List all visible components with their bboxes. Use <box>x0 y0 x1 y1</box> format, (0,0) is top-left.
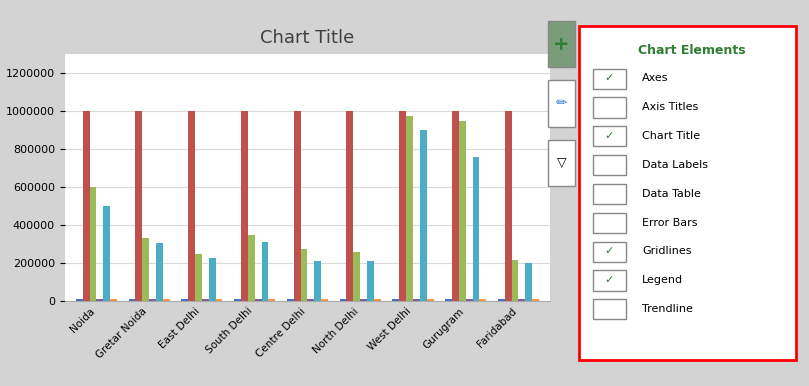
Bar <box>511 260 519 301</box>
Bar <box>241 111 248 301</box>
Bar <box>321 299 328 301</box>
Bar <box>202 299 209 301</box>
Bar <box>466 299 472 301</box>
FancyBboxPatch shape <box>592 126 626 146</box>
Bar <box>525 263 532 301</box>
Bar <box>346 111 354 301</box>
FancyBboxPatch shape <box>548 140 575 186</box>
Text: Data Labels: Data Labels <box>642 160 709 170</box>
Bar <box>269 299 275 301</box>
Bar <box>426 299 434 301</box>
Bar <box>76 299 83 301</box>
Bar <box>360 299 367 301</box>
Text: Legend: Legend <box>642 275 684 285</box>
Bar <box>505 111 511 301</box>
Bar <box>498 299 505 301</box>
Bar <box>261 242 269 301</box>
Bar <box>181 299 188 301</box>
Bar <box>307 299 314 301</box>
Bar <box>188 111 195 301</box>
Bar <box>287 299 294 301</box>
Bar <box>399 111 406 301</box>
Bar <box>480 299 486 301</box>
Bar <box>255 299 261 301</box>
Bar <box>519 299 525 301</box>
Bar <box>314 261 321 301</box>
Text: ✓: ✓ <box>605 131 614 141</box>
Bar <box>248 235 255 301</box>
Text: Data Table: Data Table <box>642 189 701 199</box>
Text: ✓: ✓ <box>605 275 614 285</box>
Bar <box>340 299 346 301</box>
FancyBboxPatch shape <box>592 242 626 262</box>
Text: ✏: ✏ <box>556 96 567 110</box>
Bar <box>392 299 399 301</box>
Bar <box>452 111 459 301</box>
Title: Chart Title: Chart Title <box>260 29 354 47</box>
Bar <box>163 299 170 301</box>
Text: ▽: ▽ <box>557 156 566 169</box>
Bar <box>129 299 135 301</box>
FancyBboxPatch shape <box>592 97 626 118</box>
Bar <box>374 299 381 301</box>
Bar <box>90 187 96 301</box>
FancyBboxPatch shape <box>592 184 626 204</box>
FancyBboxPatch shape <box>592 69 626 89</box>
FancyBboxPatch shape <box>579 26 796 360</box>
FancyBboxPatch shape <box>592 213 626 233</box>
Bar <box>459 120 466 301</box>
Text: Error Bars: Error Bars <box>642 218 698 227</box>
Bar <box>142 239 149 301</box>
Bar <box>216 299 222 301</box>
Text: Axes: Axes <box>642 73 669 83</box>
Bar <box>135 111 142 301</box>
Text: Trendline: Trendline <box>642 304 693 314</box>
Text: Gridlines: Gridlines <box>642 246 692 256</box>
Bar <box>104 206 110 301</box>
FancyBboxPatch shape <box>592 155 626 175</box>
Bar <box>367 261 374 301</box>
FancyBboxPatch shape <box>592 271 626 291</box>
Text: Chart Elements: Chart Elements <box>638 44 746 57</box>
Bar <box>110 299 117 301</box>
FancyBboxPatch shape <box>592 299 626 320</box>
Text: Chart Title: Chart Title <box>642 131 701 141</box>
Bar <box>195 254 202 301</box>
Text: ✓: ✓ <box>605 73 614 83</box>
Bar <box>149 299 156 301</box>
Text: +: + <box>553 35 570 54</box>
Bar <box>83 111 90 301</box>
Bar <box>354 252 360 301</box>
FancyBboxPatch shape <box>548 21 575 67</box>
Bar <box>301 249 307 301</box>
Bar <box>96 299 104 301</box>
FancyBboxPatch shape <box>548 80 575 127</box>
Bar <box>413 299 420 301</box>
Text: Axis Titles: Axis Titles <box>642 102 699 112</box>
Bar <box>156 243 163 301</box>
Bar <box>472 157 480 301</box>
Bar <box>532 299 539 301</box>
Bar <box>406 116 413 301</box>
Bar <box>209 258 216 301</box>
Bar <box>445 299 452 301</box>
Bar <box>294 111 301 301</box>
Bar <box>420 130 426 301</box>
Bar <box>234 299 241 301</box>
Text: ✓: ✓ <box>605 246 614 256</box>
